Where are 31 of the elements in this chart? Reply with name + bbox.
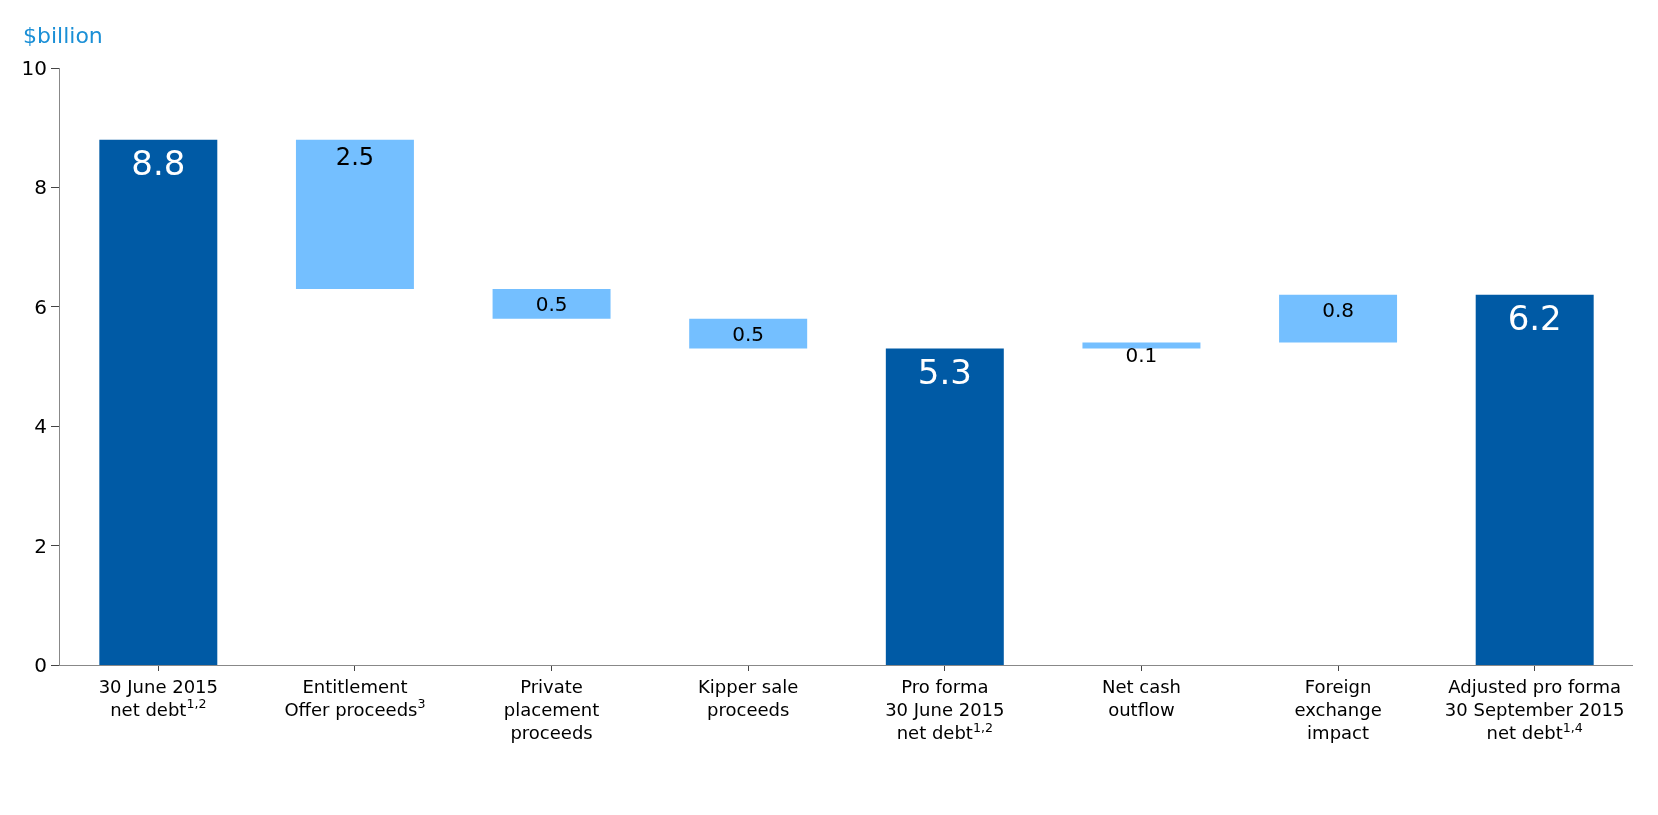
data-label: 0.5	[535, 291, 568, 316]
bar	[1475, 294, 1594, 665]
x-tick-label: 30 June 2015 net debt$^{1,2}$	[98, 675, 218, 720]
x-tick-label: Pro forma 30 June 2015 net debt$^{1,2}$	[885, 675, 1005, 744]
x-tick-label: Net cash outflow	[1101, 675, 1181, 720]
y-axis-title: $billion	[23, 23, 103, 48]
bar	[689, 318, 808, 349]
x-tick-label: Kipper sale proceeds	[698, 675, 799, 720]
bar	[1082, 342, 1201, 349]
data-label: 8.8	[131, 142, 186, 183]
y-tick-label: 10	[21, 56, 47, 80]
bar	[295, 139, 414, 289]
bar	[492, 288, 611, 319]
data-label: 5.3	[917, 351, 972, 392]
bar	[885, 348, 1004, 665]
y-tick-label: 2	[34, 533, 47, 558]
y-tick-label: 8	[34, 175, 47, 200]
data-label: 6.2	[1507, 297, 1562, 338]
y-tick-label: 6	[34, 294, 47, 319]
data-label: 0.1	[1125, 342, 1158, 367]
y-tick-label: 4	[34, 414, 47, 439]
bar	[1279, 294, 1398, 343]
bar	[99, 139, 218, 665]
data-label: 0.5	[732, 321, 765, 346]
x-tick-label: Foreign exchange impact	[1294, 675, 1382, 744]
x-tick-label: Private placement proceeds	[503, 675, 600, 744]
data-label: 2.5	[335, 142, 375, 171]
data-label: 0.8	[1322, 297, 1354, 322]
y-tick-label: 0	[34, 653, 47, 677]
x-tick-label: Entitlement Offer proceeds$^{3}$	[284, 675, 426, 720]
x-tick-label: Adjusted pro forma 30 September 2015 net debt$^{1,4}$	[1444, 675, 1625, 744]
